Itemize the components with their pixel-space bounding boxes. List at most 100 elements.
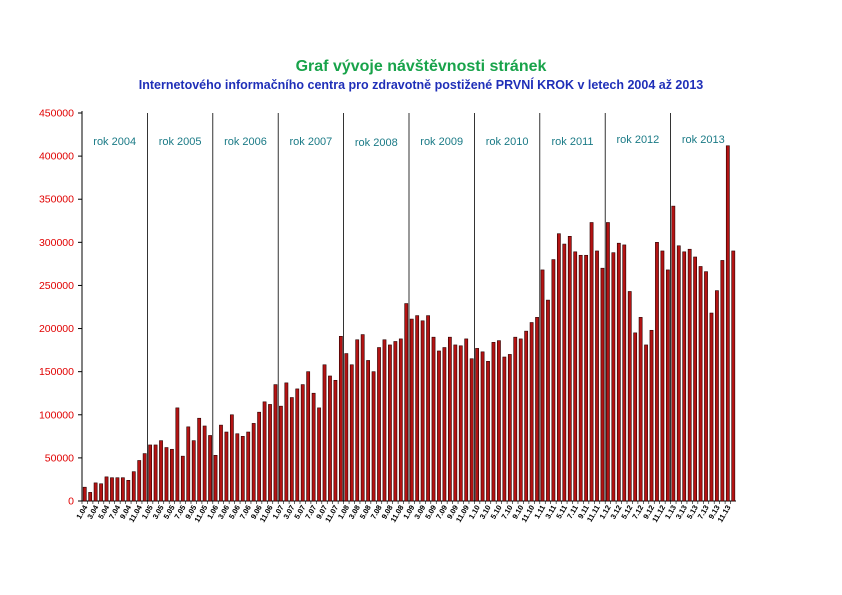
bar bbox=[328, 375, 332, 502]
bar bbox=[322, 364, 327, 502]
bar bbox=[355, 339, 360, 502]
bar bbox=[704, 271, 708, 502]
bar bbox=[546, 299, 550, 502]
bar bbox=[300, 384, 305, 502]
bar bbox=[360, 334, 365, 502]
year-label: rok 2007 bbox=[289, 136, 332, 148]
bar bbox=[595, 250, 599, 502]
bar bbox=[420, 320, 425, 502]
bar bbox=[725, 145, 730, 502]
bar bbox=[115, 477, 120, 502]
bar bbox=[649, 329, 654, 502]
bar bbox=[676, 245, 681, 502]
bar bbox=[88, 492, 93, 502]
bar bbox=[229, 414, 234, 502]
bar bbox=[240, 436, 245, 502]
y-tick-label: 150000 bbox=[39, 366, 74, 378]
bar bbox=[551, 259, 556, 502]
bar bbox=[415, 315, 420, 502]
bar bbox=[404, 303, 409, 502]
bar bbox=[437, 350, 441, 502]
bar bbox=[431, 336, 436, 502]
bar bbox=[573, 251, 578, 502]
bar bbox=[349, 364, 354, 502]
bar bbox=[671, 205, 676, 502]
bar bbox=[622, 244, 627, 502]
bar bbox=[507, 354, 512, 502]
bar bbox=[627, 291, 632, 502]
bar bbox=[137, 460, 142, 502]
year-label: rok 2008 bbox=[355, 137, 398, 149]
bar bbox=[524, 330, 529, 502]
bar bbox=[251, 423, 256, 502]
bar bbox=[93, 482, 98, 502]
bar bbox=[709, 312, 714, 502]
bar bbox=[306, 371, 311, 502]
bar bbox=[398, 338, 403, 502]
bar bbox=[279, 405, 283, 502]
bar bbox=[126, 480, 131, 502]
bar bbox=[567, 236, 572, 502]
bar bbox=[458, 345, 463, 502]
y-tick-label: 350000 bbox=[39, 194, 74, 206]
bar bbox=[235, 433, 240, 502]
chart-subtitle: Internetového informačního centra pro zd… bbox=[138, 78, 704, 92]
bar bbox=[409, 318, 414, 502]
bar bbox=[616, 242, 621, 502]
bar bbox=[682, 251, 687, 502]
bar bbox=[655, 242, 659, 502]
y-tick-label: 300000 bbox=[39, 237, 74, 249]
bar bbox=[660, 250, 665, 502]
bar bbox=[606, 222, 610, 502]
bar bbox=[262, 401, 267, 502]
bar bbox=[497, 340, 501, 502]
bar bbox=[611, 252, 616, 502]
year-label: rok 2004 bbox=[93, 136, 136, 148]
bar bbox=[600, 267, 605, 502]
bar bbox=[475, 348, 480, 502]
bar bbox=[344, 353, 349, 502]
bar bbox=[491, 342, 496, 502]
y-tick-label: 100000 bbox=[39, 409, 74, 421]
bar bbox=[715, 290, 719, 502]
bar bbox=[480, 351, 485, 502]
bar bbox=[104, 476, 109, 502]
bar bbox=[377, 347, 381, 502]
bar bbox=[208, 435, 212, 502]
bar bbox=[535, 317, 539, 502]
y-tick-label: 250000 bbox=[39, 280, 74, 292]
y-tick-label: 450000 bbox=[39, 108, 74, 120]
bar bbox=[142, 453, 147, 502]
bar bbox=[311, 392, 316, 502]
year-label: rok 2011 bbox=[552, 136, 594, 148]
bar bbox=[213, 454, 218, 502]
y-tick-label: 0 bbox=[68, 496, 74, 508]
bar bbox=[447, 336, 452, 502]
year-label: rok 2009 bbox=[420, 136, 463, 148]
chart-title: Graf vývoje návštěvnosti stránek bbox=[295, 58, 547, 75]
bar bbox=[589, 222, 594, 502]
bar bbox=[720, 260, 725, 502]
bar bbox=[638, 317, 643, 502]
bar bbox=[273, 384, 278, 502]
bar bbox=[453, 344, 458, 502]
year-label: rok 2013 bbox=[682, 134, 725, 146]
bar bbox=[371, 371, 376, 502]
bar bbox=[562, 243, 567, 502]
y-tick-label: 200000 bbox=[39, 323, 74, 335]
year-label: rok 2012 bbox=[616, 134, 659, 146]
bar bbox=[175, 407, 180, 502]
bar bbox=[333, 379, 338, 502]
bar bbox=[202, 425, 207, 502]
y-tick-label: 50000 bbox=[45, 452, 74, 464]
bar bbox=[693, 256, 697, 502]
bar bbox=[131, 471, 136, 502]
bar bbox=[224, 431, 229, 502]
bar bbox=[731, 250, 736, 502]
bar bbox=[148, 444, 152, 502]
bar bbox=[159, 440, 163, 502]
bar bbox=[698, 266, 703, 502]
bar bbox=[164, 447, 169, 502]
bar bbox=[540, 269, 545, 502]
